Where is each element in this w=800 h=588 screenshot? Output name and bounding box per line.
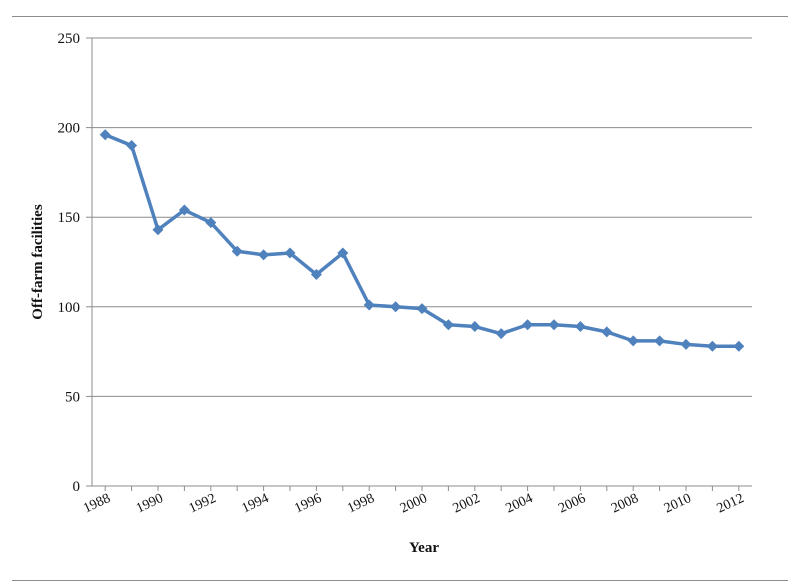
y-tick-label: 200 [58,121,81,137]
x-tick-label: 1994 [240,491,272,516]
data-point [284,247,296,259]
data-point [99,129,111,141]
series-line [104,133,739,348]
y-tick-labels: 0 50 100 150 200 250 [58,31,81,495]
x-axis-title: Year [409,540,439,556]
data-point [601,326,613,338]
x-tick-label: 1998 [345,491,377,516]
data-point [363,299,375,311]
x-tick-label: 1988 [81,491,113,516]
x-tick-label: 1990 [134,491,166,516]
data-point [495,328,507,340]
y-tick-label: 250 [58,31,81,47]
data-point [390,301,402,313]
x-tick-label: 1992 [187,491,219,516]
data-point [152,224,164,236]
data-point [548,319,560,331]
bottom-rule [12,580,788,581]
top-rule [12,16,788,17]
x-tick-label: 2000 [398,491,430,516]
data-point [574,321,586,333]
y-tick-label: 0 [73,479,81,495]
y-tick-label: 100 [58,300,81,316]
y-tick-label: 150 [58,210,81,226]
data-point [654,335,666,347]
data-point [522,319,534,331]
x-tick-label: 2012 [715,491,747,516]
data-point [178,204,190,216]
y-tick-label: 50 [65,389,80,405]
x-tick-label: 2006 [556,491,588,516]
series-group [99,129,745,352]
data-point [231,245,243,257]
x-tick-label: 1996 [292,491,324,516]
y-axis-title: Off-farm facilities [30,204,46,320]
x-tick-label: 2008 [609,491,641,516]
x-tick-label: 2004 [504,491,536,516]
gridlines [86,37,752,491]
data-point [733,340,745,352]
x-tick-label: 2002 [451,491,483,516]
data-point [337,247,349,259]
data-point [258,249,270,261]
data-point [205,217,217,229]
x-tick-labels: 1988 1990 1992 1994 1996 1998 2000 2002 2004 2006… [81,491,746,516]
data-point [416,303,428,315]
x-tick-label: 2010 [662,491,694,516]
data-point [310,269,322,281]
data-point [126,140,138,152]
data-point [680,338,692,350]
data-point [706,340,718,352]
data-point [469,321,481,333]
data-point [627,335,639,347]
data-point [442,319,454,331]
